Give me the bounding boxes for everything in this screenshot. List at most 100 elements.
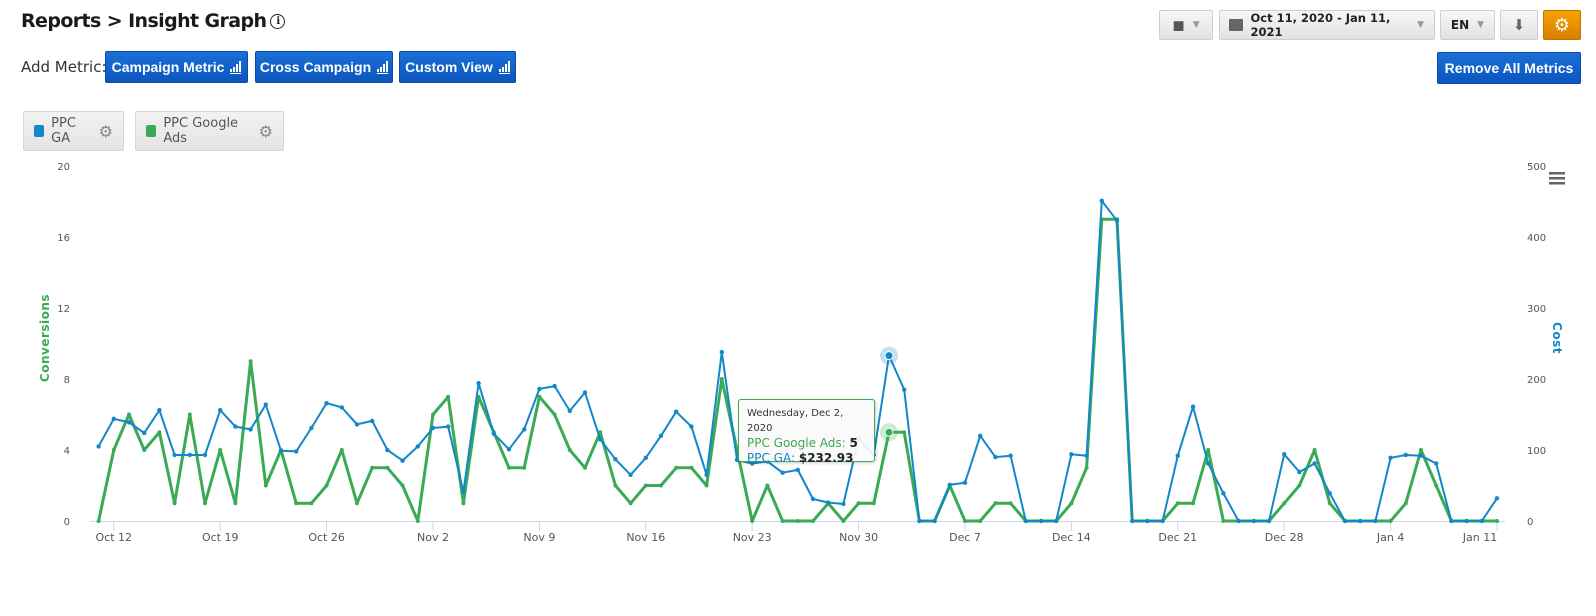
data-point (476, 381, 481, 386)
language-dropdown[interactable]: EN ▼ (1440, 10, 1495, 40)
data-point (582, 390, 588, 395)
data-point (263, 483, 268, 488)
data-point (294, 501, 299, 506)
remove-all-metrics-button[interactable]: Remove All Metrics (1437, 52, 1581, 84)
y-left-tick-label: 0 (64, 517, 70, 528)
x-tick-label: Jan 4 (1376, 531, 1404, 544)
data-point (1221, 519, 1226, 523)
data-point (1084, 453, 1089, 458)
data-point (1494, 496, 1500, 501)
data-point (1069, 452, 1074, 457)
data-point (1342, 518, 1348, 524)
tooltip-google-ads-label: PPC Google Ads: (747, 436, 846, 450)
x-tick-label: Dec 21 (1158, 531, 1197, 544)
data-point (704, 483, 709, 488)
download-button[interactable]: ⬇ (1500, 10, 1538, 40)
info-icon[interactable]: i (270, 13, 286, 29)
gear-icon[interactable]: ⚙ (98, 121, 113, 141)
data-point (294, 449, 299, 454)
caret-down-icon: ▼ (1477, 20, 1485, 30)
x-tick-label: Nov 9 (523, 531, 555, 544)
data-point (430, 425, 436, 431)
data-point (233, 424, 238, 429)
data-point (628, 472, 633, 478)
data-point (795, 519, 800, 523)
data-point (157, 430, 162, 435)
data-point (552, 383, 557, 389)
settings-button[interactable]: ⚙ (1543, 10, 1581, 40)
date-range-picker[interactable]: Oct 11, 2020 - Jan 11, 2021 ▼ (1219, 10, 1435, 40)
hover-point (884, 427, 894, 437)
y-right-axis-title: Cost (1550, 322, 1564, 354)
data-point (370, 465, 375, 470)
cross-campaign-button[interactable]: Cross Campaign (255, 51, 393, 83)
data-point (1069, 501, 1074, 506)
data-point (674, 465, 679, 470)
bar-chart-icon (377, 60, 389, 74)
x-tick-label: Jan 11 (1462, 531, 1497, 544)
custom-view-button[interactable]: Custom View (399, 51, 516, 83)
y-right-tick-label: 300 (1527, 304, 1546, 315)
data-point (461, 501, 466, 506)
data-point (96, 519, 101, 523)
data-point (111, 416, 117, 421)
cube-icon: ◼ (1172, 16, 1185, 34)
legend-item-ppc-ga[interactable]: PPC GA ⚙ (23, 111, 124, 151)
gear-icon: ⚙ (1553, 14, 1571, 36)
campaign-metric-button[interactable]: Campaign Metric (105, 51, 248, 83)
data-point (385, 465, 390, 470)
legend-swatch (34, 125, 45, 137)
gear-icon[interactable]: ⚙ (258, 121, 273, 141)
data-point (339, 405, 344, 410)
account-dropdown[interactable]: ◼ ▼ (1159, 10, 1213, 40)
data-point (780, 470, 785, 475)
data-point (643, 455, 648, 461)
campaign-metric-label: Campaign Metric (111, 59, 225, 75)
language-value: EN (1450, 18, 1470, 32)
x-tick-label: Dec 14 (1052, 531, 1091, 544)
data-point (628, 501, 633, 506)
data-point (1388, 455, 1393, 461)
data-point (537, 394, 542, 399)
tooltip-ga-label: PPC GA: (747, 451, 796, 465)
data-point (1403, 501, 1408, 506)
data-point (142, 430, 147, 436)
data-point (1419, 448, 1423, 452)
data-point (355, 501, 359, 506)
data-point (871, 501, 876, 506)
data-point (431, 412, 435, 417)
data-point (309, 425, 314, 431)
legend-item-ppc-google-ads[interactable]: PPC Google Ads ⚙ (135, 111, 284, 151)
data-point (719, 377, 724, 381)
x-tick-label: Nov 16 (626, 531, 665, 544)
data-point (1206, 461, 1211, 466)
data-point (446, 394, 451, 399)
data-point (1038, 518, 1044, 524)
data-point (203, 501, 207, 506)
data-point (233, 501, 238, 506)
download-arrow-icon: ⬇ (1512, 16, 1526, 34)
data-point (1206, 448, 1211, 452)
data-point (400, 458, 405, 463)
data-point (370, 418, 375, 424)
data-point (1190, 404, 1196, 409)
data-point (841, 501, 846, 507)
caret-down-icon: ▼ (1417, 20, 1424, 30)
data-point (1403, 452, 1409, 458)
data-point (1008, 453, 1013, 458)
data-point (1358, 518, 1363, 524)
data-point (309, 501, 314, 506)
bar-chart-icon (498, 60, 510, 74)
data-point (1297, 469, 1302, 475)
data-point (339, 448, 344, 452)
tooltip-date: Wednesday, Dec 2, 2020 (747, 408, 844, 434)
y-right-tick-label: 500 (1527, 162, 1546, 173)
chart-menu-icon[interactable] (1549, 172, 1565, 185)
data-point (522, 465, 527, 470)
data-point (658, 433, 664, 438)
data-point (1160, 518, 1165, 524)
data-point (263, 402, 268, 407)
add-metric-label: Add Metric: (21, 58, 107, 76)
data-point (248, 427, 253, 432)
